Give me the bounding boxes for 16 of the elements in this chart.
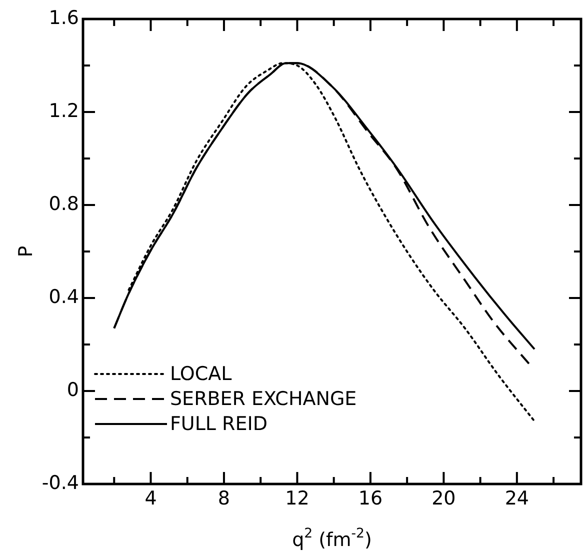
- y-tick-label: 0: [66, 378, 79, 401]
- y-tick-label: 0.8: [48, 192, 79, 215]
- y-tick-label: 0.4: [48, 286, 79, 308]
- y-tick-label: 1.2: [48, 100, 79, 122]
- legend-label: SERBER EXCHANGE: [170, 388, 357, 410]
- legend-label: LOCAL: [170, 362, 232, 385]
- legend-label: FULL REID: [170, 412, 268, 435]
- y-axis-title: P: [15, 246, 37, 258]
- x-tick-label: 20: [432, 487, 456, 510]
- y-tick-label: -0.4: [42, 472, 79, 494]
- x-tick-label: 12: [285, 487, 310, 510]
- x-tick-label: 4: [144, 487, 157, 510]
- x-tick-label: 8: [218, 487, 230, 510]
- y-tick-label: 1.6: [48, 6, 79, 29]
- x-tick-label: 16: [358, 487, 383, 510]
- x-tick-label: 24: [504, 487, 530, 510]
